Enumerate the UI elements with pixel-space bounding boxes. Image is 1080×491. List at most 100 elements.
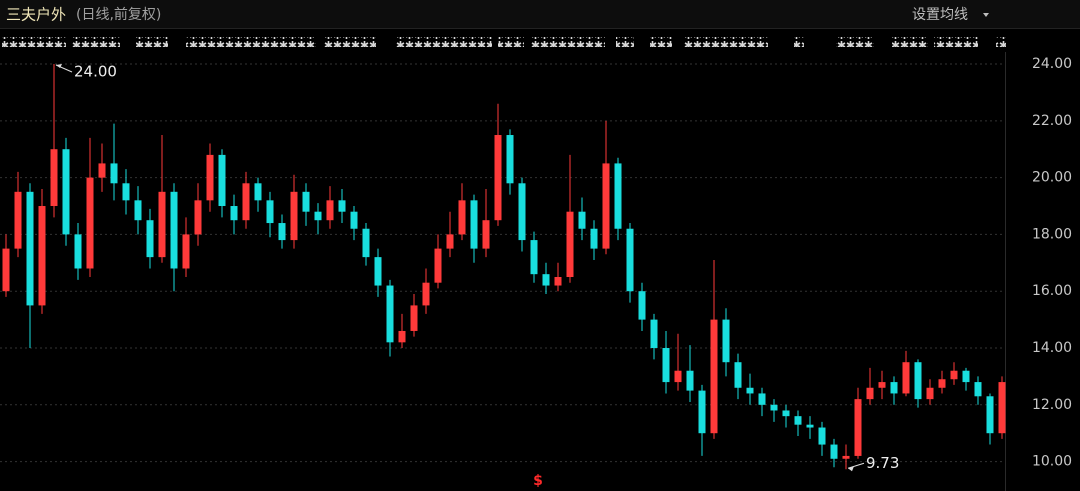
candle-body: [518, 183, 526, 241]
candle-body: [710, 319, 718, 434]
y-tick-label: 12.00: [1032, 397, 1072, 413]
candle-body: [626, 228, 634, 292]
candle-body: [950, 370, 958, 380]
candle-body: [290, 191, 298, 241]
annotation-label: 24.00: [74, 63, 117, 81]
header-bar: [0, 0, 1080, 28]
candle-body: [878, 382, 886, 388]
candle-body: [230, 206, 238, 221]
candle-body: [386, 285, 394, 343]
ma-settings[interactable]: 设置均线: [912, 7, 968, 23]
candle-body: [314, 211, 322, 221]
candle-body: [614, 163, 622, 229]
y-tick-label: 22.00: [1032, 113, 1072, 129]
annotation-arrowhead: [56, 64, 62, 69]
candle-body: [962, 370, 970, 383]
chart-mode: (日线,前复权): [76, 6, 161, 23]
candle-body: [842, 455, 850, 459]
candle-body: [674, 370, 682, 383]
candle-body: [50, 149, 58, 207]
candle-body: [422, 282, 430, 306]
candle-body: [398, 330, 406, 343]
candle-body: [734, 362, 742, 388]
candle-body: [866, 387, 874, 400]
candle-body: [338, 200, 346, 212]
candle-body: [218, 154, 226, 207]
candle-body: [662, 348, 670, 383]
candle-body: [830, 444, 838, 459]
candle-body: [350, 211, 358, 229]
candle-body: [374, 257, 382, 286]
candle-body: [854, 399, 862, 456]
candle-body: [122, 183, 130, 201]
candle-body: [638, 291, 646, 320]
candle-body: [38, 206, 46, 306]
y-tick-label: 16.00: [1032, 283, 1072, 299]
candle-body: [914, 362, 922, 400]
candle-body: [554, 277, 562, 286]
candle-body: [926, 387, 934, 400]
candle-body: [746, 387, 754, 394]
candle-body: [242, 183, 250, 221]
candle-body: [194, 200, 202, 235]
candle-body: [14, 191, 22, 249]
candle-body: [302, 191, 310, 212]
candle-body: [62, 149, 70, 235]
candle-body: [110, 163, 118, 184]
candle-body: [86, 177, 94, 269]
candle-body: [938, 379, 946, 388]
candle-body: [98, 163, 106, 178]
candle-body: [758, 393, 766, 405]
event-markers: [2, 37, 1006, 47]
y-tick-label: 18.00: [1032, 226, 1072, 242]
candle-body: [578, 211, 586, 229]
candle-body: [806, 424, 814, 428]
annotation-arrowhead: [848, 466, 854, 472]
candle-body: [26, 191, 34, 306]
candle-body: [782, 410, 790, 417]
candle-body: [254, 183, 262, 201]
candle-body: [458, 200, 466, 235]
candle-body: [494, 135, 502, 221]
candle-body: [530, 240, 538, 275]
dropdown-arrow[interactable]: [983, 13, 989, 17]
y-tick-label: 14.00: [1032, 340, 1072, 356]
candle-body: [2, 248, 10, 292]
candle-body: [410, 305, 418, 331]
candle-body: [566, 211, 574, 278]
candle-body: [686, 370, 694, 391]
candle-body: [506, 135, 514, 184]
candle-body: [986, 396, 994, 434]
candle-body: [170, 191, 178, 269]
stock-name: 三夫户外: [6, 6, 66, 24]
candle-body: [482, 220, 490, 249]
candle-body: [446, 234, 454, 249]
candle-body: [470, 200, 478, 249]
candle-body: [134, 200, 142, 221]
candle-body: [650, 319, 658, 349]
candle-body: [326, 200, 334, 221]
candle-body: [542, 274, 550, 286]
candle-body: [602, 163, 610, 249]
event-marker: $: [533, 473, 543, 489]
candle-body: [278, 223, 286, 241]
candle-body: [698, 390, 706, 434]
candle-body: [74, 234, 82, 269]
candle-body: [818, 427, 826, 445]
y-tick-label: 20.00: [1032, 170, 1072, 186]
candle-body: [722, 319, 730, 363]
candle-body: [266, 200, 274, 224]
candle-body: [146, 220, 154, 258]
candle-body: [158, 191, 166, 258]
candle-body: [890, 382, 898, 394]
candle-body: [362, 228, 370, 258]
candle-body: [434, 248, 442, 283]
candle-body: [206, 154, 214, 201]
annotation-label: 9.73: [866, 454, 899, 472]
y-tick-label: 10.00: [1032, 454, 1072, 470]
candle-body: [794, 416, 802, 425]
candle-body: [770, 404, 778, 411]
candle-body: [974, 382, 982, 397]
